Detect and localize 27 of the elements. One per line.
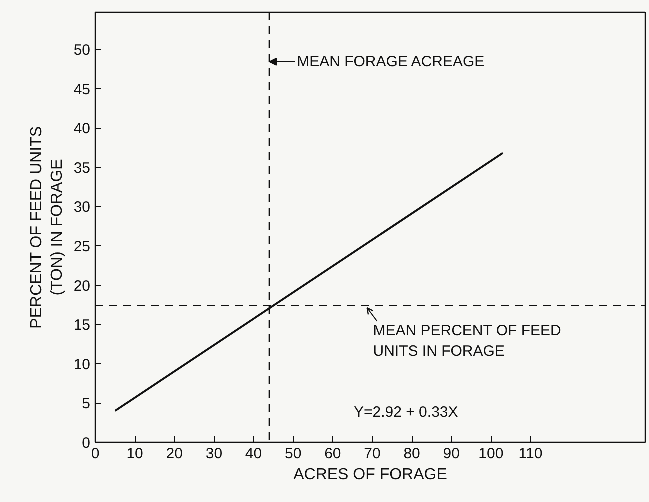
x-axis-title: ACRES OF FORAGE bbox=[294, 466, 448, 484]
x-tick-label: 60 bbox=[324, 446, 342, 462]
y-tick-label: 45 bbox=[74, 81, 91, 98]
x-tick-label: 80 bbox=[404, 446, 420, 462]
y-tick-label: 15 bbox=[74, 317, 91, 334]
x-tick-label: 50 bbox=[285, 446, 302, 462]
y-tick-label: 10 bbox=[74, 356, 91, 374]
y-tick-label: 20 bbox=[74, 278, 91, 295]
y-tick-label: 25 bbox=[74, 238, 91, 256]
y-tick-label: 35 bbox=[74, 160, 91, 177]
x-tick-label: 70 bbox=[364, 446, 381, 462]
annotation: Y=2.92 + 0.33X bbox=[354, 404, 458, 421]
x-tick-label: 110 bbox=[518, 446, 543, 462]
y-tick-label: 30 bbox=[74, 199, 91, 216]
x-tick-label: 30 bbox=[206, 446, 223, 462]
x-tick-label: 40 bbox=[245, 446, 262, 462]
ref-line-label: MEAN FORAGE ACREAGE bbox=[297, 53, 485, 70]
y-tick-label: 40 bbox=[74, 120, 91, 138]
x-tick-label: 100 bbox=[478, 446, 504, 462]
y-tick-label: 5 bbox=[82, 396, 90, 413]
y-tick-label: 0 bbox=[82, 435, 90, 452]
x-tick-label: 20 bbox=[166, 446, 183, 462]
x-tick-label: 10 bbox=[126, 446, 144, 462]
ref-line-label: MEAN PERCENT OF FEED UNITS IN FORAGE bbox=[373, 322, 562, 360]
y-axis-title: PERCENT OF FEED UNITS (TON) IN FORAGE bbox=[28, 126, 66, 329]
y-tick-label: 50 bbox=[74, 42, 91, 59]
x-tick-label: 90 bbox=[443, 446, 460, 462]
